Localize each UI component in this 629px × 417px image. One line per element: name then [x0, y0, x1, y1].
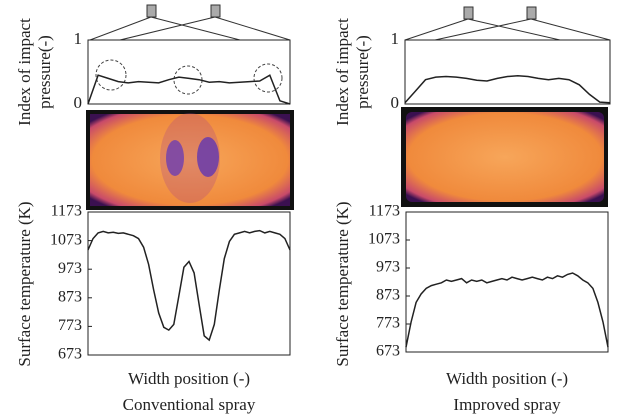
y-tick-label: 1: [74, 29, 83, 48]
y-tick-label: 0: [391, 93, 400, 112]
y-tick-label: 773: [376, 315, 400, 332]
y-tick-label: 1: [391, 29, 400, 48]
y-tick-label: 1173: [369, 203, 400, 220]
y-tick-label: 973: [376, 259, 400, 276]
y-tick-label: 773: [58, 317, 82, 334]
y-axis-label: pressure(-): [353, 35, 372, 109]
plot-frame: [406, 212, 608, 352]
y-tick-label: 1073: [368, 231, 400, 248]
y-axis-label: Surface temperature (K): [15, 201, 34, 366]
data-line: [406, 273, 608, 347]
highlight-circles: [96, 60, 282, 94]
y-axis-label: Index of impact: [333, 18, 352, 126]
caption: Conventional spray: [123, 395, 256, 414]
y-axis-label: pressure(-): [35, 35, 54, 109]
x-axis-label: Width position (-): [446, 369, 568, 388]
y-axis-label: Index of impact: [15, 18, 34, 126]
y-tick-label: 1073: [50, 231, 82, 248]
plot-frame: [405, 40, 610, 104]
caption: Improved spray: [453, 395, 561, 414]
figure: 01Index of impactpressure(-)673773873973…: [0, 0, 629, 417]
data-line: [405, 76, 610, 103]
y-tick-label: 673: [58, 346, 82, 363]
y-tick-label: 673: [376, 343, 400, 360]
y-tick-label: 873: [58, 288, 82, 305]
data-line: [88, 231, 290, 341]
y-axis-label: Surface temperature (K): [333, 201, 352, 366]
y-tick-label: 1173: [51, 203, 82, 220]
y-tick-label: 973: [58, 260, 82, 277]
x-axis-label: Width position (-): [128, 369, 250, 388]
y-tick-label: 0: [74, 93, 83, 112]
y-tick-label: 873: [376, 287, 400, 304]
